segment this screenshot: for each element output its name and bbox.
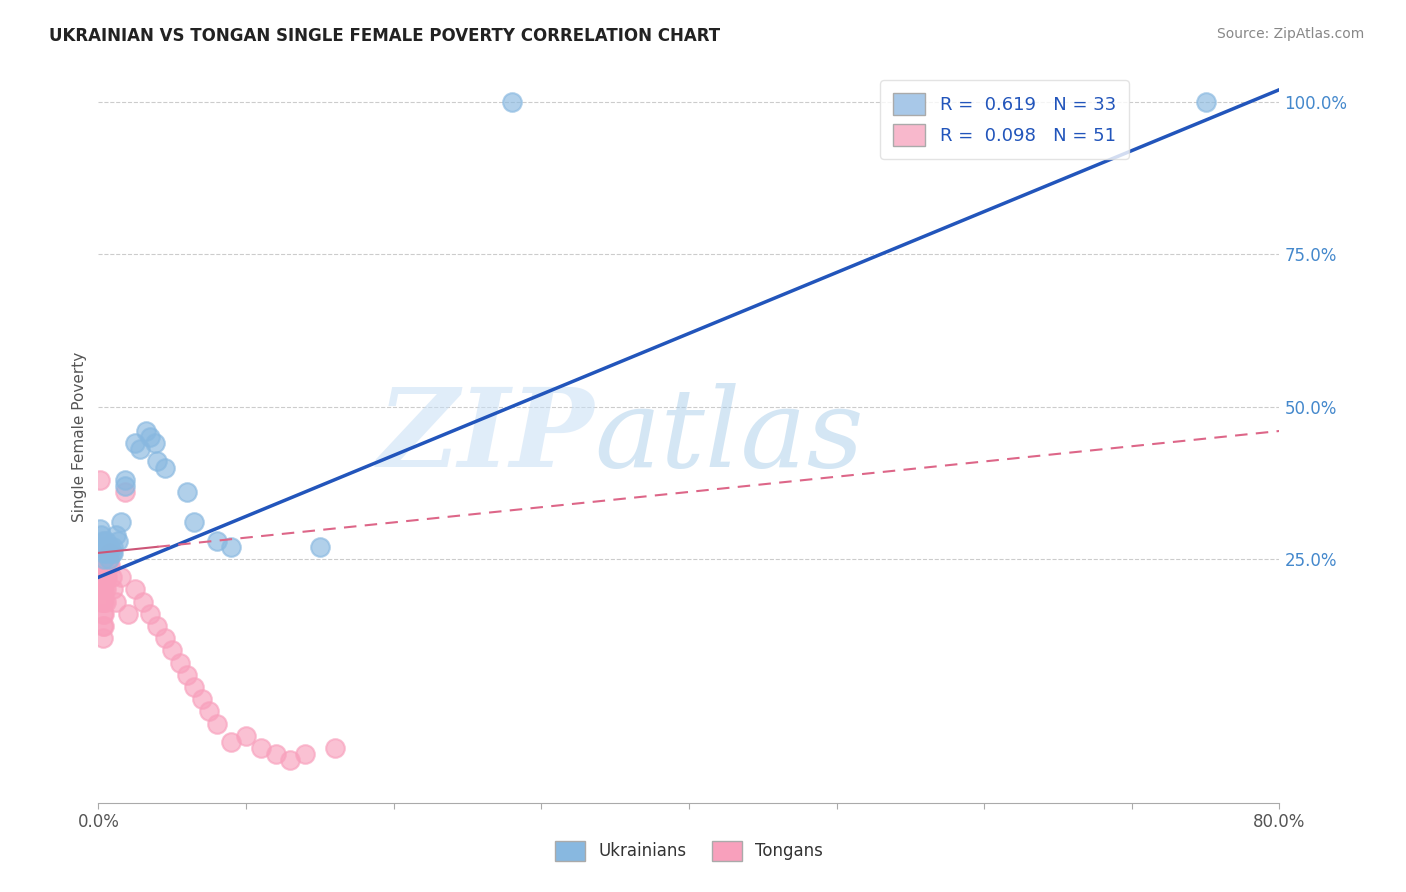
Point	[139, 607, 162, 621]
Point	[89, 521, 111, 535]
Text: UKRAINIAN VS TONGAN SINGLE FEMALE POVERTY CORRELATION CHART: UKRAINIAN VS TONGAN SINGLE FEMALE POVERT…	[49, 27, 720, 45]
Point	[250, 740, 273, 755]
Point	[103, 546, 125, 560]
Point	[323, 740, 346, 755]
Point	[153, 460, 176, 475]
Point	[128, 442, 150, 457]
Point	[124, 436, 146, 450]
Point	[94, 582, 117, 597]
Point	[89, 570, 111, 584]
Point	[91, 594, 114, 608]
Point	[91, 619, 114, 633]
Point	[90, 594, 112, 608]
Point	[221, 540, 243, 554]
Point	[98, 540, 121, 554]
Point	[90, 540, 112, 554]
Point	[91, 570, 114, 584]
Point	[94, 570, 117, 584]
Point	[89, 473, 111, 487]
Text: atlas: atlas	[595, 384, 865, 491]
Text: ZIP: ZIP	[378, 384, 595, 491]
Point	[107, 533, 129, 548]
Point	[94, 533, 117, 548]
Point	[93, 552, 115, 566]
Point	[97, 552, 120, 566]
Point	[183, 680, 205, 694]
Point	[110, 570, 132, 584]
Point	[94, 540, 117, 554]
Point	[89, 582, 111, 597]
Point	[90, 582, 112, 597]
Point	[97, 558, 120, 573]
Point	[221, 735, 243, 749]
Point	[98, 558, 121, 573]
Point	[103, 582, 125, 597]
Point	[264, 747, 287, 761]
Y-axis label: Single Female Poverty: Single Female Poverty	[72, 352, 87, 522]
Point	[93, 546, 115, 560]
Point	[309, 540, 332, 554]
Point	[93, 619, 115, 633]
Point	[153, 632, 176, 646]
Point	[114, 479, 136, 493]
Point	[135, 424, 157, 438]
Point	[96, 558, 118, 573]
Point	[176, 485, 198, 500]
Point	[117, 607, 139, 621]
Point	[110, 516, 132, 530]
Point	[294, 747, 316, 761]
Point	[94, 594, 117, 608]
Point	[146, 619, 169, 633]
Point	[100, 570, 122, 584]
Point	[205, 716, 228, 731]
Point	[205, 533, 228, 548]
Point	[100, 546, 122, 560]
Point	[235, 729, 257, 743]
Point	[162, 643, 183, 657]
Point	[93, 582, 115, 597]
Point	[97, 546, 120, 560]
Point	[146, 454, 169, 468]
Point	[280, 753, 302, 767]
Point	[90, 558, 112, 573]
Point	[1195, 95, 1218, 109]
Point	[114, 485, 136, 500]
Point	[103, 540, 125, 554]
Point	[96, 546, 118, 560]
Point	[501, 95, 523, 109]
Point	[91, 607, 114, 621]
Point	[90, 570, 112, 584]
Text: Source: ZipAtlas.com: Source: ZipAtlas.com	[1216, 27, 1364, 41]
Point	[91, 632, 114, 646]
Point	[91, 582, 114, 597]
Point	[93, 607, 115, 621]
Point	[96, 570, 118, 584]
Point	[132, 594, 155, 608]
Point	[98, 546, 121, 560]
Point	[191, 692, 214, 706]
Point	[91, 533, 114, 548]
Point	[90, 527, 112, 541]
Point	[198, 705, 221, 719]
Point	[114, 473, 136, 487]
Point	[93, 594, 115, 608]
Legend: Ukrainians, Tongans: Ukrainians, Tongans	[548, 834, 830, 868]
Point	[176, 667, 198, 681]
Point	[139, 430, 162, 444]
Point	[143, 436, 166, 450]
Point	[124, 582, 146, 597]
Point	[105, 527, 128, 541]
Point	[105, 594, 128, 608]
Point	[183, 516, 205, 530]
Point	[169, 656, 191, 670]
